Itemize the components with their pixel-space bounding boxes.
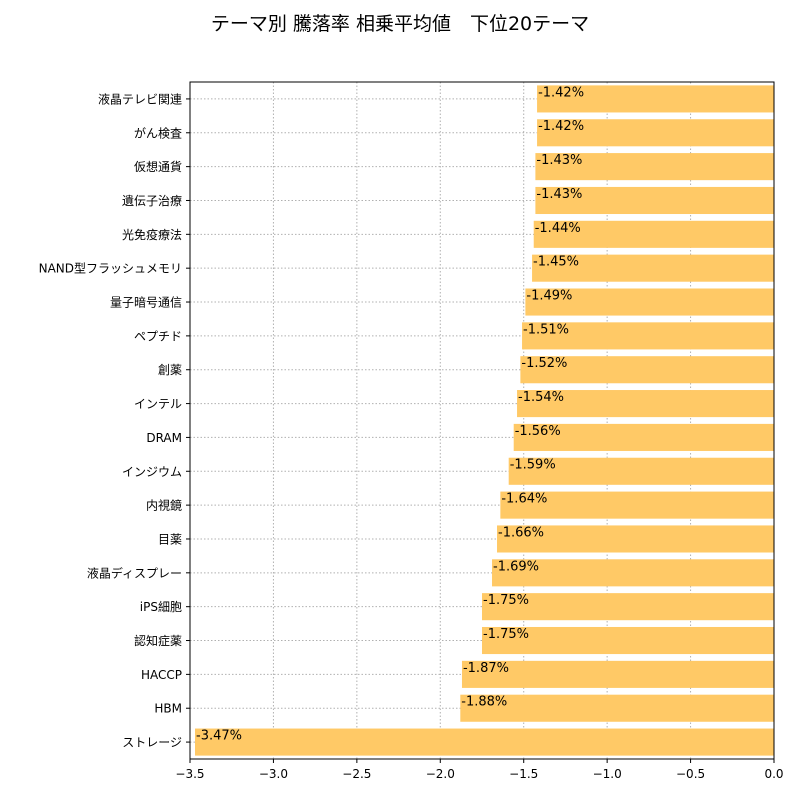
y-tick-label: iPS細胞 (140, 600, 182, 614)
bar (537, 119, 774, 147)
data-label: -1.42% (538, 85, 584, 100)
grid-layer (189, 82, 775, 759)
data-label: -1.87% (463, 661, 509, 676)
y-tick-label: インテル (134, 397, 182, 411)
bar (535, 153, 774, 181)
bar (537, 85, 774, 113)
x-tick-label: −2.5 (342, 767, 371, 781)
data-label: -1.45% (533, 255, 579, 270)
y-tick-label: インジウム (122, 465, 182, 479)
x-axis: −3.5 −3.0 −2.5 −2.0 −1.5 −1.0 −0.5 0.0 (175, 759, 784, 781)
y-tick-label: 目薬 (158, 532, 182, 546)
plot-frame (189, 81, 775, 760)
y-tick-label: 量子暗号通信 (110, 295, 182, 310)
bar (522, 322, 774, 350)
data-label: -1.64% (501, 492, 547, 507)
data-label: -1.56% (515, 424, 561, 439)
x-tick-label: −3.5 (175, 767, 204, 781)
x-tick-label: −2.0 (426, 767, 455, 781)
y-tick-label: ペプチド (134, 329, 182, 343)
y-tick-label: 液晶ディスプレー (87, 565, 182, 580)
bar (482, 626, 774, 655)
data-label: -1.88% (461, 695, 507, 710)
data-label: -1.51% (523, 322, 569, 337)
x-tick-label: −3.0 (259, 767, 288, 781)
data-label: -1.54% (518, 390, 564, 405)
bar (500, 491, 774, 519)
y-tick-label: 内視鏡 (146, 498, 182, 513)
data-label: -3.47% (196, 729, 242, 744)
data-label: -1.42% (538, 119, 584, 134)
data-label: -1.43% (536, 153, 582, 168)
y-tick-label: 認知症薬 (134, 633, 182, 648)
y-tick-label: 仮想通貨 (134, 159, 182, 174)
data-label: -1.69% (493, 559, 539, 574)
data-label: -1.49% (526, 288, 572, 303)
y-tick-label: 液晶テレビ関連 (98, 91, 182, 106)
x-tick-label: −0.5 (676, 767, 705, 781)
chart-title: テーマ別 騰落率 相乗平均値 下位20テーマ (211, 13, 589, 35)
bar (508, 457, 774, 485)
bar (461, 660, 774, 688)
bar (520, 356, 774, 384)
y-tick-label: がん検査 (134, 125, 182, 140)
data-label: -1.52% (521, 356, 567, 371)
bar (497, 525, 774, 553)
y-tick-label: HBM (154, 702, 182, 716)
data-label: -1.44% (535, 221, 581, 236)
x-tick-label: −1.5 (509, 767, 538, 781)
y-tick-label: HACCP (141, 668, 182, 682)
y-tick-label: 遺伝子治療 (122, 193, 182, 208)
data-labels-layer: -1.42% -1.42% -1.43% -1.43% -1.44% -1.45% -1.4… (196, 85, 584, 743)
y-tick-label: DRAM (146, 431, 182, 445)
x-tick-label: 0.0 (764, 767, 783, 781)
bars-layer (195, 85, 774, 756)
bar (492, 559, 774, 587)
x-tick-label: −1.0 (593, 767, 622, 781)
y-tick-label: ストレージ (122, 736, 182, 750)
data-label: -1.43% (536, 187, 582, 202)
y-tick-label: NAND型フラッシュメモリ (39, 262, 182, 276)
bar (525, 288, 774, 316)
bar (535, 186, 774, 215)
data-label: -1.75% (483, 593, 529, 608)
bar (517, 390, 774, 418)
y-tick-label: 創薬 (158, 363, 182, 377)
bar (533, 220, 774, 248)
bar (195, 728, 774, 756)
bar (482, 593, 774, 621)
data-label: -1.66% (498, 525, 544, 540)
bar (532, 254, 774, 282)
data-label: -1.75% (483, 627, 529, 642)
data-label: -1.59% (510, 458, 556, 473)
bar (460, 694, 774, 722)
bar (513, 423, 774, 451)
y-tick-label: 光免疫療法 (122, 227, 182, 242)
